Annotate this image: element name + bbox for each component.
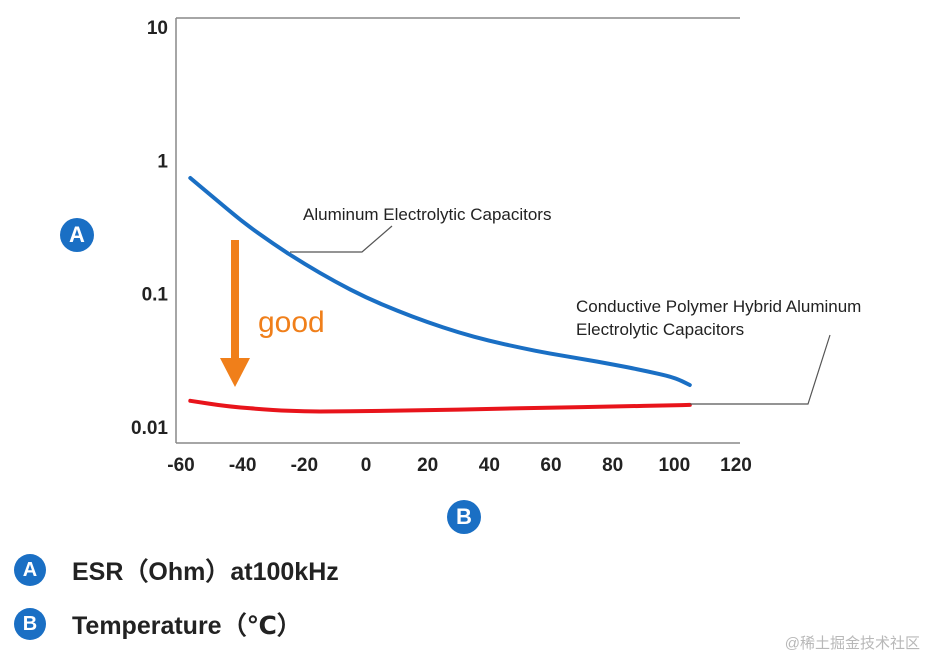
x-tick-label: 120	[720, 455, 752, 476]
legend-row-a: A ESR（Ohm）at100kHz	[14, 552, 339, 588]
legend-badge-a: A	[14, 554, 46, 586]
x-tick-label: -60	[167, 455, 194, 476]
chart: 0.01 0.1 1 10 -60 -40 -20 0 20 40 60 80 100 120 Alum…	[131, 17, 861, 476]
x-tick-label: 20	[417, 455, 438, 476]
x-axis-badge: B	[447, 500, 481, 534]
leader-line-aluminum	[290, 225, 393, 253]
good-arrow-shaft	[231, 240, 239, 360]
x-tick-label: -40	[229, 455, 256, 476]
x-tick-label: 40	[479, 455, 500, 476]
x-tick-label: 60	[540, 455, 561, 476]
y-tick-label: 0.1	[142, 285, 169, 306]
x-tick-label: 80	[602, 455, 623, 476]
x-tick-labels: -60 -40 -20 0 20 40 60 80 100 120	[167, 455, 752, 476]
x-tick-label: 0	[361, 455, 372, 476]
good-arrow-head	[220, 358, 250, 387]
good-annotation: good	[258, 306, 325, 339]
series-aluminum-electrolytic-line	[188, 176, 692, 387]
series-hybrid-polymer-line	[188, 398, 692, 414]
x-tick-label: 100	[658, 455, 690, 476]
legend-text-esr: ESR（Ohm）at100kHz	[72, 558, 339, 586]
legend-row-b: B Temperature（℃）	[14, 606, 302, 642]
y-tick-label: 0.01	[131, 418, 168, 439]
series-label-hybrid-line-2: Electrolytic Capacitors	[576, 320, 744, 339]
good-arrow	[220, 240, 250, 387]
x-tick-label: -20	[291, 455, 318, 476]
series-label-hybrid-line-1: Conductive Polymer Hybrid Aluminum	[576, 297, 861, 316]
watermark: @稀土掘金技术社区	[784, 635, 920, 652]
legend-text-temperature: Temperature（℃）	[72, 612, 302, 640]
leader-line-hybrid	[690, 334, 831, 405]
series-label-aluminum: Aluminum Electrolytic Capacitors	[303, 205, 551, 224]
y-tick-labels: 0.01 0.1 1 10	[131, 18, 168, 439]
legend-badge-b: B	[14, 608, 46, 640]
y-axis-badge: A	[60, 218, 94, 252]
y-tick-label: 1	[157, 151, 168, 172]
y-tick-label: 10	[147, 18, 168, 39]
